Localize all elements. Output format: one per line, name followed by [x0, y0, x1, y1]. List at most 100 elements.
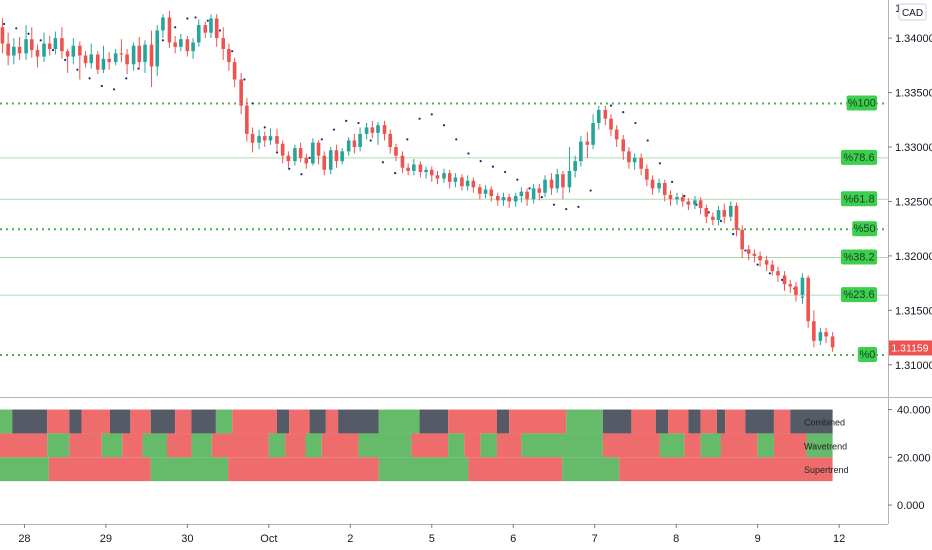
indicator-band — [321, 433, 359, 458]
psar-dot — [552, 203, 556, 206]
candle-body — [460, 177, 464, 187]
candle-body — [203, 25, 208, 33]
candle-body — [406, 167, 410, 171]
psar-dot — [719, 219, 723, 223]
candle-body — [418, 164, 423, 173]
indicator-band — [0, 409, 13, 434]
candle-body — [221, 38, 226, 49]
psar-dot — [2, 22, 6, 26]
time-tick-label: 7 — [592, 533, 598, 545]
candle-body — [101, 58, 106, 70]
price-tick-label: 1.32500 — [895, 196, 932, 208]
indicator-band — [684, 433, 701, 458]
candle-body — [196, 25, 201, 43]
psar-dot — [88, 77, 91, 80]
psar-dot — [15, 27, 18, 30]
indicator-band — [358, 433, 412, 458]
candle-body — [29, 39, 34, 51]
candle-body — [722, 210, 727, 217]
indicator-band — [668, 409, 689, 434]
psar-dot — [467, 152, 470, 155]
time-tick-label: 29 — [100, 533, 112, 545]
candle-body — [0, 27, 5, 44]
candle-body — [12, 46, 16, 56]
psar-dot — [756, 263, 759, 266]
candle-body — [257, 136, 261, 143]
indicator-band — [419, 409, 449, 434]
candle-body — [447, 173, 452, 182]
psar-dot — [161, 39, 165, 42]
indicator-band — [289, 409, 310, 434]
candle-body — [675, 197, 679, 200]
indicator-band — [562, 457, 620, 482]
fib-label-bg — [846, 95, 877, 111]
candle-body — [609, 118, 613, 130]
candle-body — [800, 277, 805, 296]
candle-body — [561, 174, 565, 188]
psar-dot — [51, 48, 55, 52]
candle-body — [639, 157, 643, 169]
indicator-band — [48, 457, 151, 482]
candle-body — [250, 133, 255, 143]
candle-body — [125, 54, 129, 65]
candle-body — [746, 249, 751, 254]
candle-body — [179, 39, 183, 47]
candle-body — [6, 43, 10, 56]
psar-dot — [27, 32, 30, 35]
psar-dot — [206, 19, 209, 22]
candle-body — [232, 62, 237, 80]
psar-dot — [780, 278, 784, 281]
indicator-band — [619, 457, 833, 482]
indicator-band — [480, 433, 497, 458]
candle-body — [471, 180, 476, 188]
fib-label-bg — [841, 149, 877, 165]
psar-dot — [64, 58, 67, 61]
indicator-band — [325, 409, 339, 434]
price-tick-label: 1.33500 — [895, 88, 932, 100]
candle-body — [513, 196, 518, 202]
indicator-band — [69, 433, 102, 458]
candle-body — [621, 139, 626, 152]
fib-label: %61.8 — [843, 193, 874, 205]
indicator-band — [47, 409, 70, 434]
indicator-band — [725, 409, 746, 434]
psar-dot — [479, 160, 482, 163]
indicator-band — [773, 433, 807, 458]
candle-body — [53, 38, 58, 49]
candle-body — [830, 336, 835, 348]
candle-body — [501, 197, 506, 201]
price-tick-label: 1.31000 — [895, 360, 932, 372]
indicator-band — [700, 433, 721, 458]
candle-body — [776, 271, 780, 276]
candle-body — [782, 275, 787, 285]
candle-body — [507, 197, 511, 202]
candle-body — [764, 260, 769, 265]
time-tick-label: 30 — [181, 533, 193, 545]
candle-body — [412, 164, 416, 171]
candle-body — [394, 147, 398, 156]
psar-dot — [357, 121, 360, 125]
indicator-band — [0, 433, 48, 458]
candle-body — [711, 216, 715, 220]
candle-body — [567, 170, 572, 188]
candle-body — [293, 148, 297, 162]
indicator-band — [602, 409, 632, 434]
indicator-band — [509, 409, 567, 434]
indicator-band — [790, 409, 833, 434]
psar-dot — [174, 26, 177, 29]
fib-label-bg — [841, 287, 877, 303]
psar-dot — [275, 151, 279, 154]
psar-dot — [589, 189, 592, 192]
candle-body — [531, 188, 536, 200]
candle-body — [35, 50, 40, 57]
candle-body — [453, 177, 458, 182]
indicator-row-label: Supertrend — [804, 465, 849, 475]
candle-body — [262, 136, 267, 141]
candle-body — [525, 191, 529, 200]
indicator-band — [175, 409, 192, 434]
candle-body — [173, 42, 177, 47]
psar-dot — [320, 138, 323, 141]
psar-dot — [732, 233, 735, 236]
last-price-tag — [889, 340, 932, 356]
psar-dot — [528, 187, 531, 190]
